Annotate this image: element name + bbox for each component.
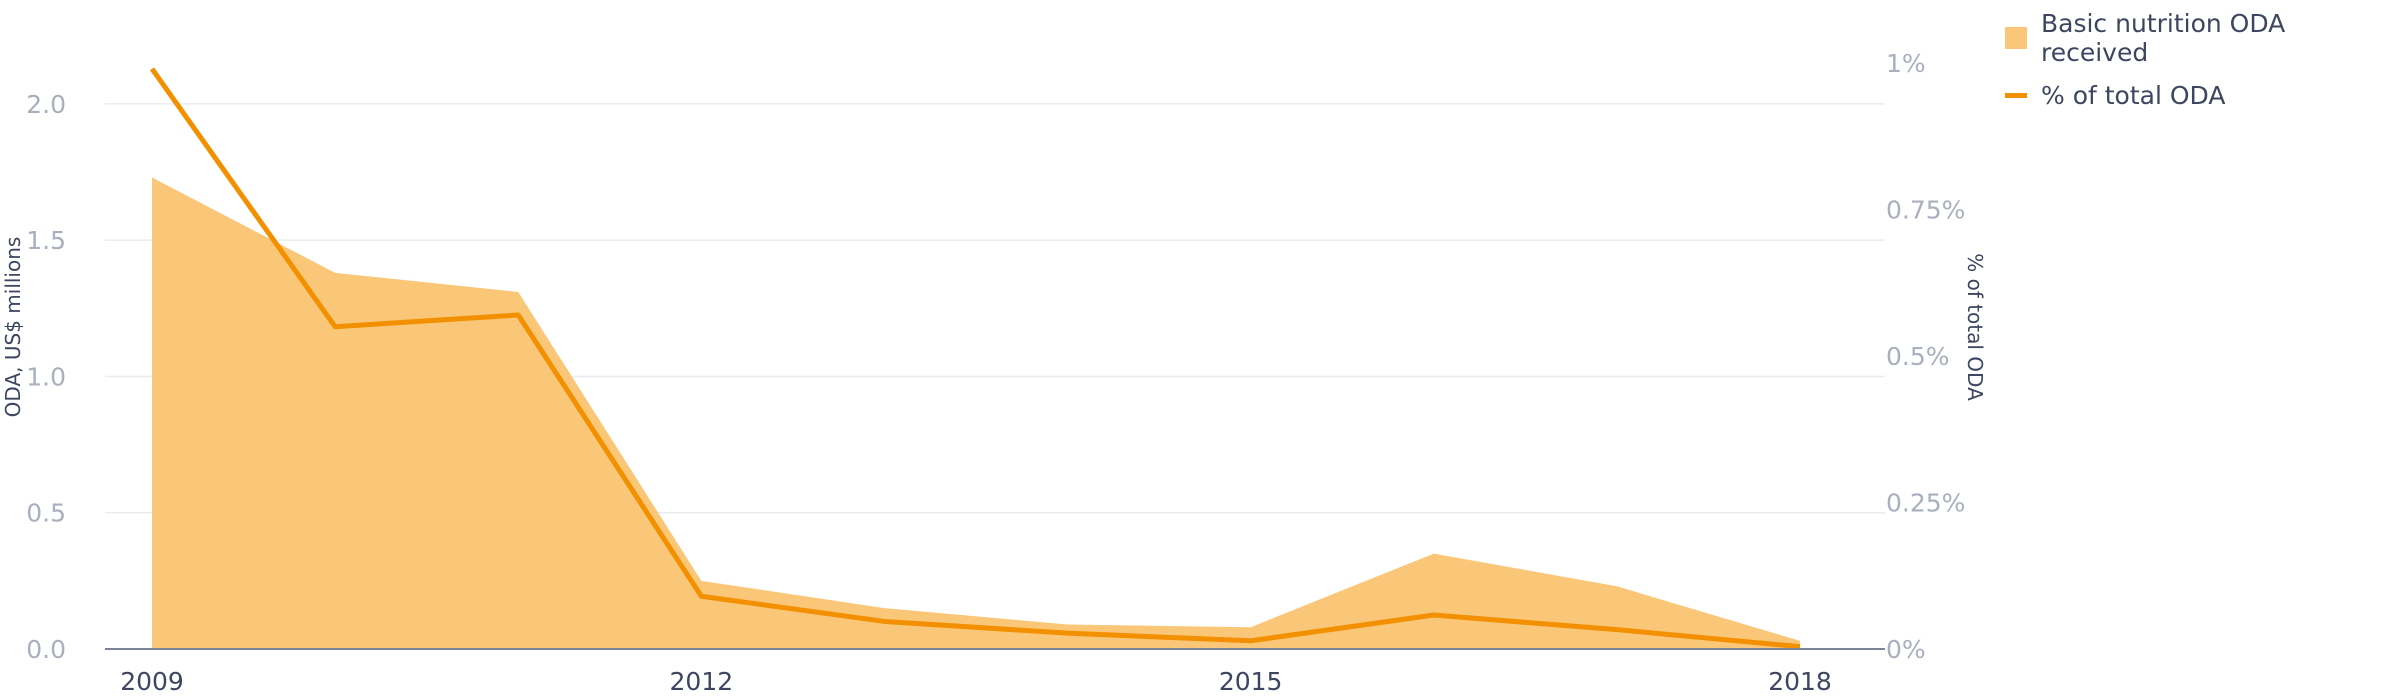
legend-item-oda-received[interactable]: Basic nutrition ODA received <box>2005 9 2400 67</box>
area-swatch-icon <box>2005 27 2027 49</box>
y-left-tick-label: 0.0 <box>26 635 66 664</box>
x-axis-ticks: 2009 2012 2015 2018 <box>120 667 1832 696</box>
x-tick-label: 2009 <box>120 667 184 696</box>
y-left-tick-label: 1.5 <box>26 226 66 255</box>
y-right-tick-label: 0% <box>1886 635 1926 664</box>
legend-item-percent-total[interactable]: % of total ODA <box>2005 75 2400 115</box>
line-swatch-icon <box>2005 92 2027 98</box>
x-tick-label: 2012 <box>670 667 734 696</box>
y-axis-left-title: ODA, US$ millions <box>1 237 25 418</box>
y-left-tick-label: 2.0 <box>26 90 66 119</box>
legend-label-percent-total: % of total ODA <box>2041 80 2226 110</box>
y-axis-right-title: % of total ODA <box>1963 253 1987 401</box>
legend: Basic nutrition ODA received % of total … <box>2005 9 2400 132</box>
y-axis-left-ticks: 0.0 0.5 1.0 1.5 2.0 <box>26 90 66 664</box>
y-axis-right-ticks: 0% 0.25% 0.5% 0.75% 1% <box>1886 49 1965 664</box>
area-series-basic-nutrition <box>152 177 1800 649</box>
y-left-tick-label: 1.0 <box>26 362 66 391</box>
x-tick-label: 2018 <box>1768 667 1832 696</box>
y-right-tick-label: 1% <box>1886 49 1926 78</box>
line-series-percent-total <box>149 67 1801 650</box>
y-right-tick-label: 0.25% <box>1886 489 1965 518</box>
y-left-tick-label: 0.5 <box>26 499 66 528</box>
y-right-tick-label: 0.5% <box>1886 342 1950 371</box>
legend-label-oda-received: Basic nutrition ODA received <box>2040 9 2286 67</box>
x-tick-label: 2015 <box>1219 667 1283 696</box>
y-right-tick-label: 0.75% <box>1886 196 1965 225</box>
